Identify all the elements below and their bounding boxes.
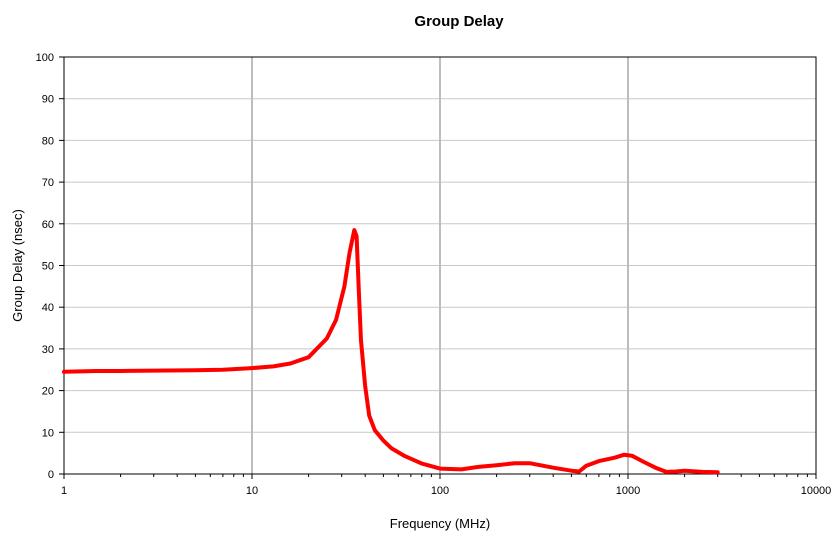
y-tick-label: 30 [42,344,54,356]
y-tick-label: 50 [42,261,54,273]
y-tick-label: 40 [42,302,54,314]
series-layer [62,228,720,475]
y-tick-label: 60 [42,219,54,231]
series-line [62,228,720,475]
y-axis-title: Group Delay (nsec) [10,209,25,322]
x-tick-label: 10000 [801,485,832,497]
y-tick-label: 70 [42,177,54,189]
x-axis-title: Frequency (MHz) [390,516,490,531]
y-tick-label: 80 [42,135,54,147]
grid [64,57,816,474]
x-tick-label: 10 [246,485,258,497]
chart-title: Group Delay [414,13,504,30]
x-tick-label: 1 [61,485,67,497]
y-tick-label: 90 [42,94,54,106]
y-tick-label: 0 [48,469,54,481]
x-tick-label: 1000 [616,485,640,497]
y-tick-label: 10 [42,427,54,439]
y-tick-label: 20 [42,386,54,398]
y-tick-label: 100 [36,52,54,64]
x-tick-label: 100 [431,485,449,497]
